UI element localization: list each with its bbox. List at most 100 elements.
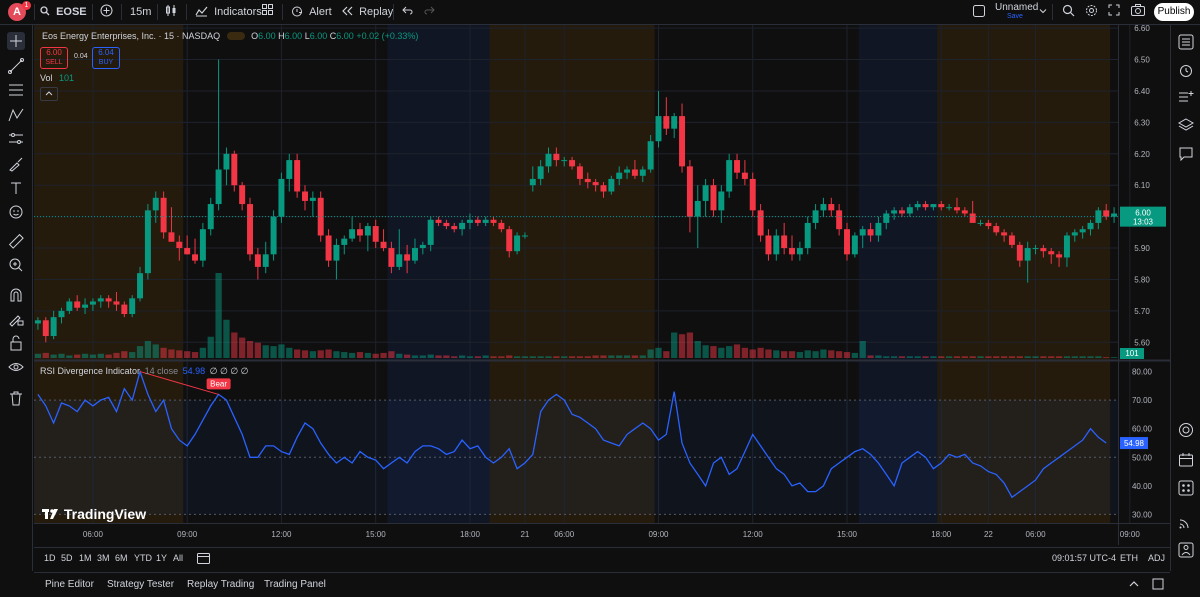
calendar-button[interactable] [1178,452,1194,468]
magnet-tool[interactable] [7,286,25,304]
ruler-icon [8,233,24,249]
alerts-panel-button[interactable] [1178,62,1194,78]
volume-bar [1071,356,1078,358]
redo-button[interactable] [424,4,435,20]
bear-label: Bear [210,379,227,388]
range-all[interactable]: All [173,553,184,563]
undo-button[interactable] [402,4,413,20]
range-6m[interactable]: 6M [115,553,128,563]
layout-menu-chevron[interactable] [1039,4,1047,20]
crosshair-tool[interactable] [7,32,25,50]
chats-button[interactable] [1178,146,1194,162]
goto-date-button[interactable] [197,552,210,566]
price-tick-label: 6.60 [1134,25,1150,33]
zoom-tool[interactable] [7,256,25,274]
range-1m[interactable]: 1M [79,553,92,563]
rsi-last-tag [1120,437,1148,450]
help-button[interactable] [1178,542,1194,558]
range-1d[interactable]: 1D [44,553,56,563]
interval-button[interactable]: 15m [130,6,152,18]
text-tool[interactable] [7,179,25,197]
volume-legend[interactable]: Vol 101 [40,73,74,83]
expand-panel-button[interactable] [1128,578,1140,593]
volume-bar [836,351,843,358]
volume-bar [828,350,835,358]
session-eth-toggle[interactable]: ETH [1120,553,1138,563]
emoji-tool[interactable] [7,203,25,221]
lock-drawing-tool[interactable] [7,310,25,328]
targets-button[interactable] [1178,422,1194,438]
layout-name[interactable]: Unnamed [995,2,1039,13]
tab-replay-trading[interactable]: Replay Trading [187,579,255,590]
sell-button[interactable]: 6.00 SELL [40,47,68,69]
time-tick-label: 15:00 [837,530,858,539]
volume-bar [1016,356,1023,358]
ruler-tool[interactable] [7,232,25,250]
symbol-label: EOSE [56,6,87,18]
indicators-button[interactable]: Indicators [195,4,262,20]
candle-body [364,226,371,236]
chart-canvas[interactable]: Bear 6.60 6.50 6.40 6.30 6.20 6.10 6.00 5.90 5.8… [34,25,1170,545]
eye-icon [8,363,24,371]
buy-button[interactable]: 6.04 BUY [92,47,120,69]
brush-tool[interactable] [7,155,25,173]
candle-body [969,213,976,223]
volume-bar [561,356,568,358]
chart-type-button[interactable] [165,4,177,20]
user-avatar[interactable]: A [8,3,26,21]
volume-bar [867,355,874,358]
alert-button[interactable]: Alert [291,4,332,20]
rsi-legend[interactable]: RSI Divergence Indicator 14 close 54.98 … [40,366,249,377]
candle-body [922,204,929,208]
candle-body [749,178,756,211]
maximize-panel-button[interactable] [1152,578,1164,593]
fullscreen-button[interactable] [1108,4,1120,20]
candle-body [867,229,874,236]
layouts-grid-button[interactable] [262,4,273,20]
data-window-button[interactable] [1178,480,1194,496]
volume-bar [74,354,81,358]
settings-button[interactable] [1085,4,1098,20]
candle-body [561,160,568,162]
layout-checkbox[interactable] [973,5,985,21]
pattern-tool[interactable] [7,106,25,124]
collapse-legend-button[interactable] [40,87,58,101]
volume-bar [231,332,238,358]
layers-button[interactable] [1177,117,1195,133]
range-5d[interactable]: 5D [61,553,73,563]
time-tick-label: 18:00 [460,530,481,539]
candle-body [741,172,748,179]
volume-bar [333,351,340,358]
hide-drawings-tool[interactable] [7,358,25,376]
tab-strategy-tester[interactable]: Strategy Tester [107,579,175,590]
volume-bar [160,347,167,358]
quick-search-button[interactable] [1062,4,1075,20]
candle-body [129,298,136,315]
object-tree-button[interactable] [1178,89,1194,105]
range-ytd[interactable]: YTD [134,553,152,563]
candle-body [380,241,387,249]
remove-drawings-tool[interactable] [7,389,25,407]
trend-line-tool[interactable] [7,57,25,75]
volume-tag [1120,348,1144,359]
tab-trading-panel[interactable]: Trading Panel [264,579,326,590]
chart-pane[interactable]: Bear 6.60 6.50 6.40 6.30 6.20 6.10 6.00 5.90 5.8… [34,25,1170,545]
adjust-data-toggle[interactable]: ADJ [1148,553,1166,563]
clock-timezone[interactable]: 09:01:57 UTC-4 [1052,553,1117,563]
snapshot-button[interactable] [1131,4,1145,20]
symbol-legend[interactable]: Eos Energy Enterprises, Inc. · 15 · NASD… [42,31,418,41]
tab-pine-editor[interactable]: Pine Editor [45,579,94,590]
volume-bar [50,354,57,358]
lock-all-tool[interactable] [7,334,25,352]
watchlist-button[interactable] [1178,34,1194,50]
replay-button[interactable]: Replay [341,4,393,20]
publish-button[interactable]: Publish [1154,3,1194,21]
range-3m[interactable]: 3M [97,553,110,563]
compare-add-symbol-button[interactable] [100,4,113,20]
candle-body [254,254,261,267]
fib-tool[interactable] [7,81,25,99]
symbol-search-button[interactable]: EOSE [40,4,87,20]
streams-button[interactable] [1178,514,1194,530]
range-1y[interactable]: 1Y [156,553,168,563]
forecast-tool[interactable] [7,130,25,148]
